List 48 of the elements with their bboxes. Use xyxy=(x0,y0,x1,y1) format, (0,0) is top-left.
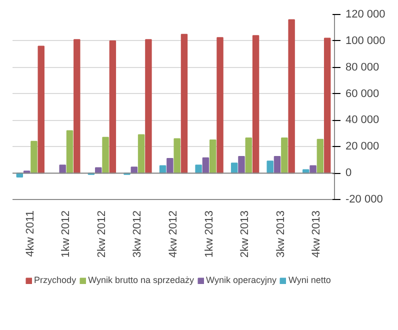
bar xyxy=(30,140,38,174)
y-tick-label: 40 000 xyxy=(346,114,380,126)
y-tick-label: 120 000 xyxy=(346,8,386,20)
bar xyxy=(310,165,316,174)
bar xyxy=(174,138,180,174)
legend-label: Wynik operacyjny xyxy=(206,275,276,285)
bar xyxy=(252,35,260,174)
bar xyxy=(38,46,44,174)
bar xyxy=(316,138,324,174)
bar xyxy=(145,39,152,174)
bar xyxy=(216,37,224,174)
x-tick-label: 4kw 2012 xyxy=(168,210,180,258)
bar xyxy=(102,136,109,174)
bar xyxy=(324,38,331,174)
x-tick-label: 3kw 2012 xyxy=(132,210,144,258)
x-tick-label: 4kw 2013 xyxy=(310,210,323,258)
y-tick-label: 0 xyxy=(346,167,352,180)
bar xyxy=(195,164,202,174)
bar xyxy=(74,39,80,174)
x-tick-label: 4kw 2011 xyxy=(24,210,36,257)
x-tick-label: 2kw 2013 xyxy=(239,210,252,258)
bar xyxy=(166,158,174,174)
bar xyxy=(109,40,116,174)
y-tick-label: 80 000 xyxy=(346,61,380,74)
bar xyxy=(245,138,252,174)
bar xyxy=(138,134,145,174)
x-tick-label: 1kw 2012 xyxy=(60,210,72,258)
legend-label: Wyni netto xyxy=(288,275,331,285)
bar xyxy=(66,130,74,174)
bar xyxy=(202,157,210,174)
bar xyxy=(266,160,274,174)
bar xyxy=(59,164,66,174)
x-tick-label: 2kw 2012 xyxy=(96,210,108,258)
bar xyxy=(238,156,245,174)
bar xyxy=(230,162,238,174)
bar xyxy=(274,156,281,174)
x-tick-label: 3kw 2013 xyxy=(274,210,287,258)
bar xyxy=(281,138,288,174)
x-tick-label: 1kw 2013 xyxy=(203,210,216,258)
y-tick-label: -20 000 xyxy=(346,194,383,206)
legend-label: Przychody xyxy=(34,275,76,285)
bar xyxy=(288,19,295,174)
bar xyxy=(180,34,188,174)
legend-label: Wynik brutto na sprzedaży xyxy=(88,275,194,285)
y-tick-label: 60 000 xyxy=(346,88,380,100)
y-tick-label: 100 000 xyxy=(346,34,386,47)
bar xyxy=(209,140,216,174)
y-tick-label: 20 000 xyxy=(346,140,380,153)
